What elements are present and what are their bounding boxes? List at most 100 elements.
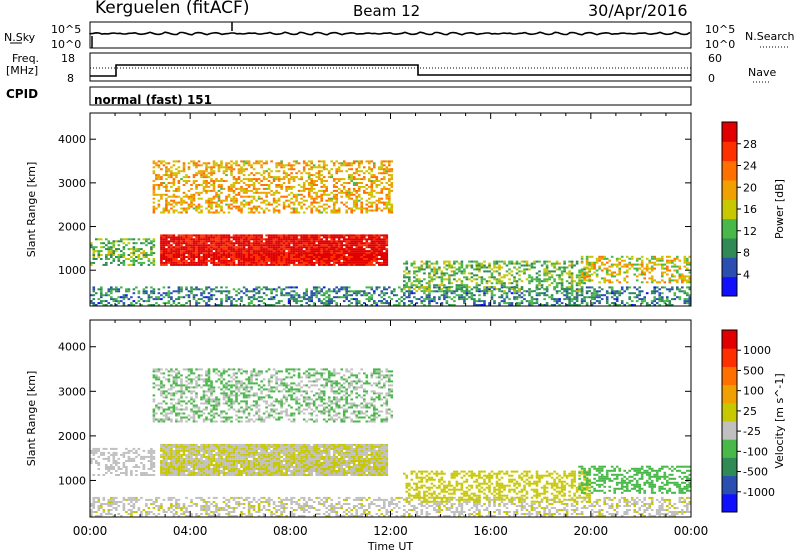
echo-cell — [433, 266, 436, 269]
echo-cell — [127, 288, 131, 291]
echo-cell — [202, 187, 206, 190]
echo-cell — [540, 284, 544, 287]
echo-cell — [683, 259, 687, 262]
echo-cell — [405, 284, 409, 287]
echo-cell — [287, 174, 291, 177]
echo-cell — [187, 294, 191, 297]
echo-cell — [310, 174, 313, 177]
echo-cell — [352, 238, 356, 241]
echo-cell — [170, 445, 173, 448]
echo-cell — [220, 209, 223, 212]
echo-cell — [430, 262, 434, 265]
echo-cell — [565, 294, 569, 297]
echo-cell — [575, 294, 579, 297]
echo-cell — [565, 304, 569, 306]
echo-cell — [368, 298, 371, 301]
echo-cell — [237, 187, 241, 190]
echo-cell — [137, 256, 141, 258]
echo-cell — [202, 259, 206, 262]
echo-cell — [618, 257, 621, 260]
echo-cell — [132, 242, 136, 245]
echo-cell — [666, 255, 669, 258]
echo-cell — [225, 256, 228, 258]
echo-cell — [227, 244, 231, 247]
echo-cell — [260, 180, 263, 182]
echo-cell — [155, 164, 158, 167]
echo-cell — [388, 211, 391, 214]
echo-cell — [297, 201, 301, 204]
echo-cell — [575, 274, 579, 277]
echo-cell — [242, 254, 246, 256]
echo-cell — [190, 254, 193, 256]
echo-cell — [498, 264, 501, 267]
echo-cell — [272, 191, 276, 194]
echo-cell — [605, 279, 609, 282]
echo-cell — [267, 185, 271, 188]
echo-cell — [310, 236, 313, 239]
echo-cell — [403, 294, 406, 297]
echo-cell — [97, 254, 101, 256]
echo-cell — [307, 244, 311, 247]
echo-cell — [595, 290, 599, 293]
echo-cell — [247, 180, 251, 182]
echo-cell — [285, 236, 288, 239]
echo-cell — [300, 300, 303, 303]
echo-cell — [187, 246, 191, 249]
echo-cell — [368, 254, 371, 256]
echo-cell — [558, 268, 561, 271]
echo-cell — [515, 268, 519, 271]
echo-cell — [212, 166, 216, 169]
echo-cell — [277, 246, 281, 249]
echo-cell — [475, 288, 479, 291]
echo-cell — [180, 468, 183, 470]
echo-cell — [373, 209, 376, 212]
echo-cell — [312, 180, 316, 182]
echo-cell — [277, 197, 281, 200]
echo-cell — [275, 294, 278, 297]
echo-cell — [375, 176, 379, 179]
echo-cell — [488, 276, 491, 279]
echo-cell — [120, 286, 123, 289]
echo-cell — [170, 447, 173, 450]
echo-cell — [312, 197, 316, 200]
echo-cell — [185, 244, 188, 247]
echo-cell — [513, 266, 516, 269]
echo-cell — [270, 193, 273, 196]
echo-cell — [225, 162, 228, 165]
echo-cell — [307, 234, 311, 237]
echo-cell — [332, 242, 336, 245]
echo-cell — [518, 262, 521, 265]
echo-cell — [508, 290, 511, 293]
echo-cell — [270, 256, 273, 258]
echo-cell — [290, 298, 293, 301]
echo-cell — [197, 464, 201, 466]
echo-cell — [380, 300, 384, 303]
echo-cell — [337, 187, 341, 190]
echo-cell — [302, 252, 306, 255]
echo-cell — [510, 282, 514, 285]
echo-cell — [335, 211, 338, 214]
echo-cell — [365, 207, 369, 210]
echo-cell — [628, 286, 631, 289]
echo-cell — [363, 238, 366, 241]
echo-cell — [292, 254, 296, 256]
echo-cell — [676, 281, 679, 284]
echo-cell — [568, 270, 571, 273]
echo-cell — [185, 453, 188, 456]
echo-cell — [305, 242, 308, 245]
echo-cell — [125, 288, 128, 291]
echo-cell — [625, 269, 629, 272]
echo-cell — [388, 203, 391, 206]
echo-cell — [315, 296, 318, 299]
echo-cell — [661, 300, 664, 303]
echo-cell — [345, 298, 348, 301]
echo-cell — [555, 274, 559, 277]
echo-cell — [200, 246, 203, 249]
echo-cell — [352, 162, 356, 165]
echo-cell — [443, 286, 446, 289]
echo-cell — [280, 234, 283, 237]
echo-cell — [195, 472, 198, 474]
echo-cell — [225, 203, 228, 206]
echo-cell — [443, 292, 446, 295]
echo-cell — [330, 254, 333, 256]
